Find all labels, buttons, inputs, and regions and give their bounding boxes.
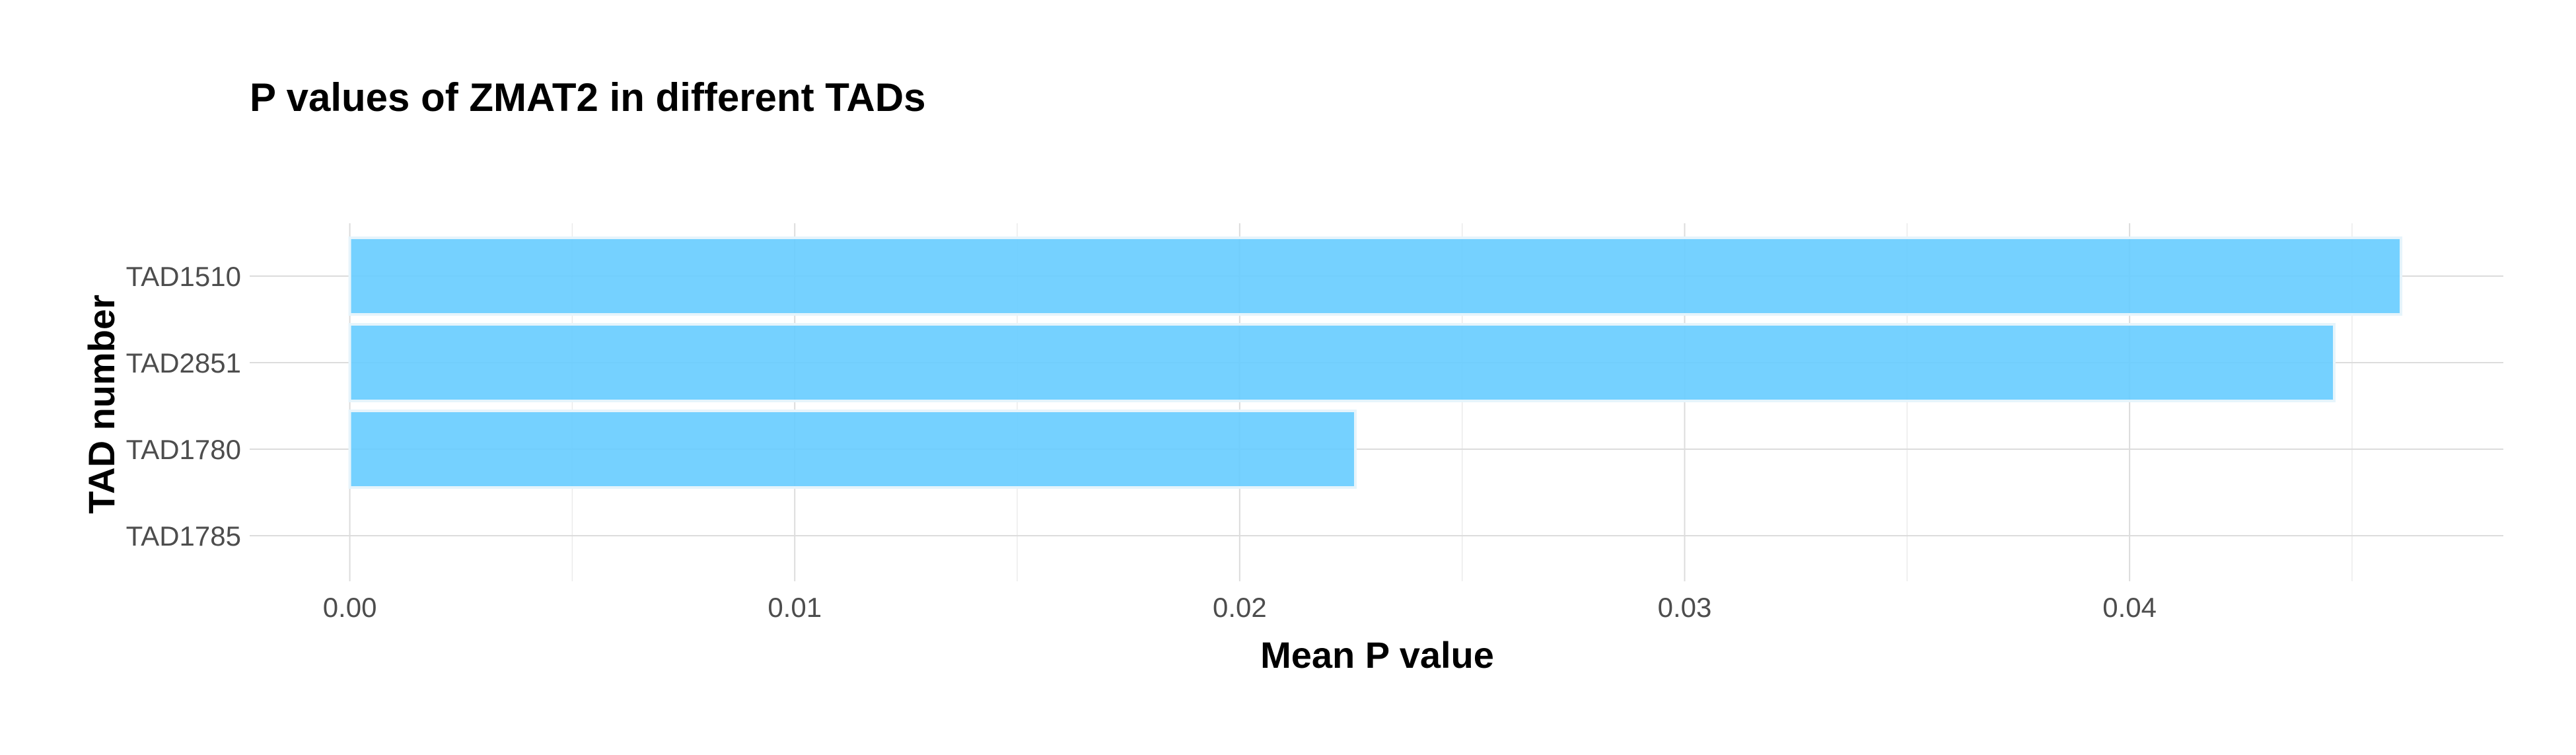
bars [348,236,2403,489]
x-tick-label: 0.00 [323,592,377,623]
chart-title: P values of ZMAT2 in different TADs [250,75,925,120]
y-tick-label: TAD1510 [126,261,241,292]
bar-tad1780 [348,410,1357,489]
y-tick-label: TAD2851 [126,347,241,378]
x-tick-label: 0.04 [2102,592,2157,623]
x-tick-label: 0.02 [1213,592,1267,623]
x-tick-labels: 0.00 0.01 0.02 0.03 0.04 [323,592,2157,623]
y-tick-label: TAD1780 [126,434,241,465]
y-axis-title: TAD number [81,295,122,514]
x-tick-label: 0.01 [768,592,822,623]
bar-tad2851 [348,323,2336,402]
x-axis-title: Mean P value [1260,634,1494,676]
bar-tad1510 [348,236,2403,316]
y-tick-labels: TAD1510 TAD2851 TAD1780 TAD1785 [126,261,241,552]
y-tick-label: TAD1785 [126,521,241,552]
x-tick-label: 0.03 [1658,592,1712,623]
